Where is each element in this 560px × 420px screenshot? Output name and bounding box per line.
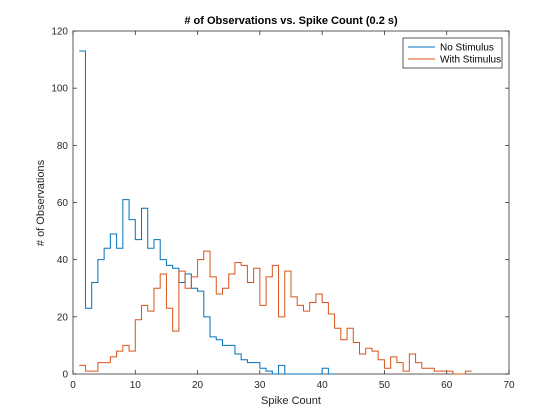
x-tick-label: 20 [192,380,204,391]
y-tick-label: 120 [51,27,68,38]
y-tick-label: 0 [62,370,68,381]
y-tick-label: 60 [57,198,69,209]
y-tick-label: 20 [57,312,69,323]
x-tick-label: 10 [130,380,142,391]
x-tick-label: 0 [70,380,76,391]
series-line-no-stimulus [79,50,335,375]
x-tick-label: 50 [379,380,391,391]
plot-area-frame [72,30,510,375]
series-line-with-stimulus [79,250,472,375]
y-tick-label: 40 [57,255,69,266]
chart-title: # of Observations vs. Spike Count (0.2 s… [184,15,398,27]
x-tick-label: 60 [441,380,453,391]
y-tick-label: 100 [51,84,68,95]
legend-label: No Stimulus [440,43,494,54]
x-axis-label: Spike Count [261,395,321,407]
x-tick-label: 70 [503,380,515,391]
y-axis-label: # of Observations [35,159,47,246]
y-tick-label: 80 [57,141,69,152]
legend-box [402,37,503,69]
x-tick-label: 40 [317,380,329,391]
x-tick-label: 30 [254,380,266,391]
legend-label: With Stimulus [440,55,501,66]
